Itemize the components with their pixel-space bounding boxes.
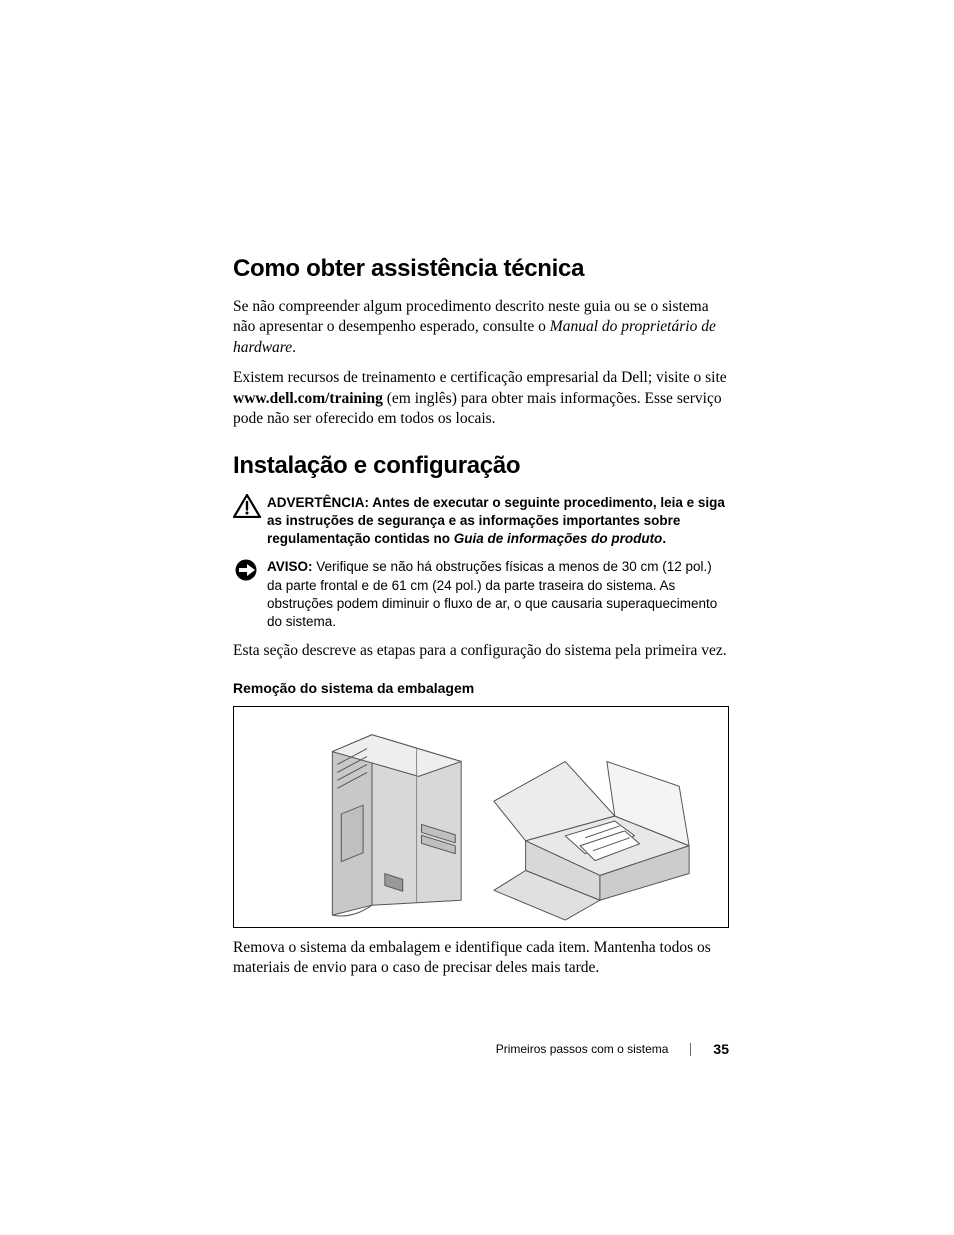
text: .	[662, 531, 666, 546]
para-assist-1: Se não compreender algum procedimento de…	[233, 297, 729, 358]
warning-label: ADVERTÊNCIA:	[267, 495, 372, 510]
subheading-remocao: Remoção do sistema da embalagem	[233, 680, 729, 696]
warning-triangle-icon	[233, 494, 261, 518]
para-assist-2: Existem recursos de treinamento e certif…	[233, 368, 729, 429]
para-instal-2: Remova o sistema da embalagem e identifi…	[233, 938, 729, 979]
notice-text: AVISO: Verifique se não há obstruções fí…	[267, 558, 729, 631]
footer-separator	[690, 1043, 691, 1056]
footer-page-number: 35	[713, 1041, 729, 1057]
heading-instalacao: Instalação e configuração	[233, 452, 729, 480]
text: Existem recursos de treinamento e certif…	[233, 369, 727, 386]
section-instalacao: Instalação e configuração ADVERTÊNCIA: A…	[233, 452, 729, 979]
text-italic: Guia de informações do produto	[454, 531, 663, 546]
text: Verifique se não há obstruções físicas a…	[267, 559, 717, 629]
warning-text: ADVERTÊNCIA: Antes de executar o seguint…	[267, 494, 729, 549]
heading-assistencia: Como obter assistência técnica	[233, 255, 729, 283]
notice-arrow-icon	[233, 558, 261, 582]
notice-label: AVISO:	[267, 559, 316, 574]
callout-notice: AVISO: Verifique se não há obstruções fí…	[233, 558, 729, 631]
para-instal-1: Esta seção descreve as etapas para a con…	[233, 641, 729, 661]
page-footer: Primeiros passos com o sistema 35	[496, 1041, 729, 1057]
text: .	[292, 339, 296, 356]
page-content: Como obter assistência técnica Se não co…	[0, 0, 954, 979]
footer-section-title: Primeiros passos com o sistema	[496, 1042, 669, 1056]
callout-warning: ADVERTÊNCIA: Antes de executar o seguint…	[233, 494, 729, 549]
text-bold-url: www.dell.com/training	[233, 390, 383, 407]
figure-unpack	[233, 706, 729, 928]
